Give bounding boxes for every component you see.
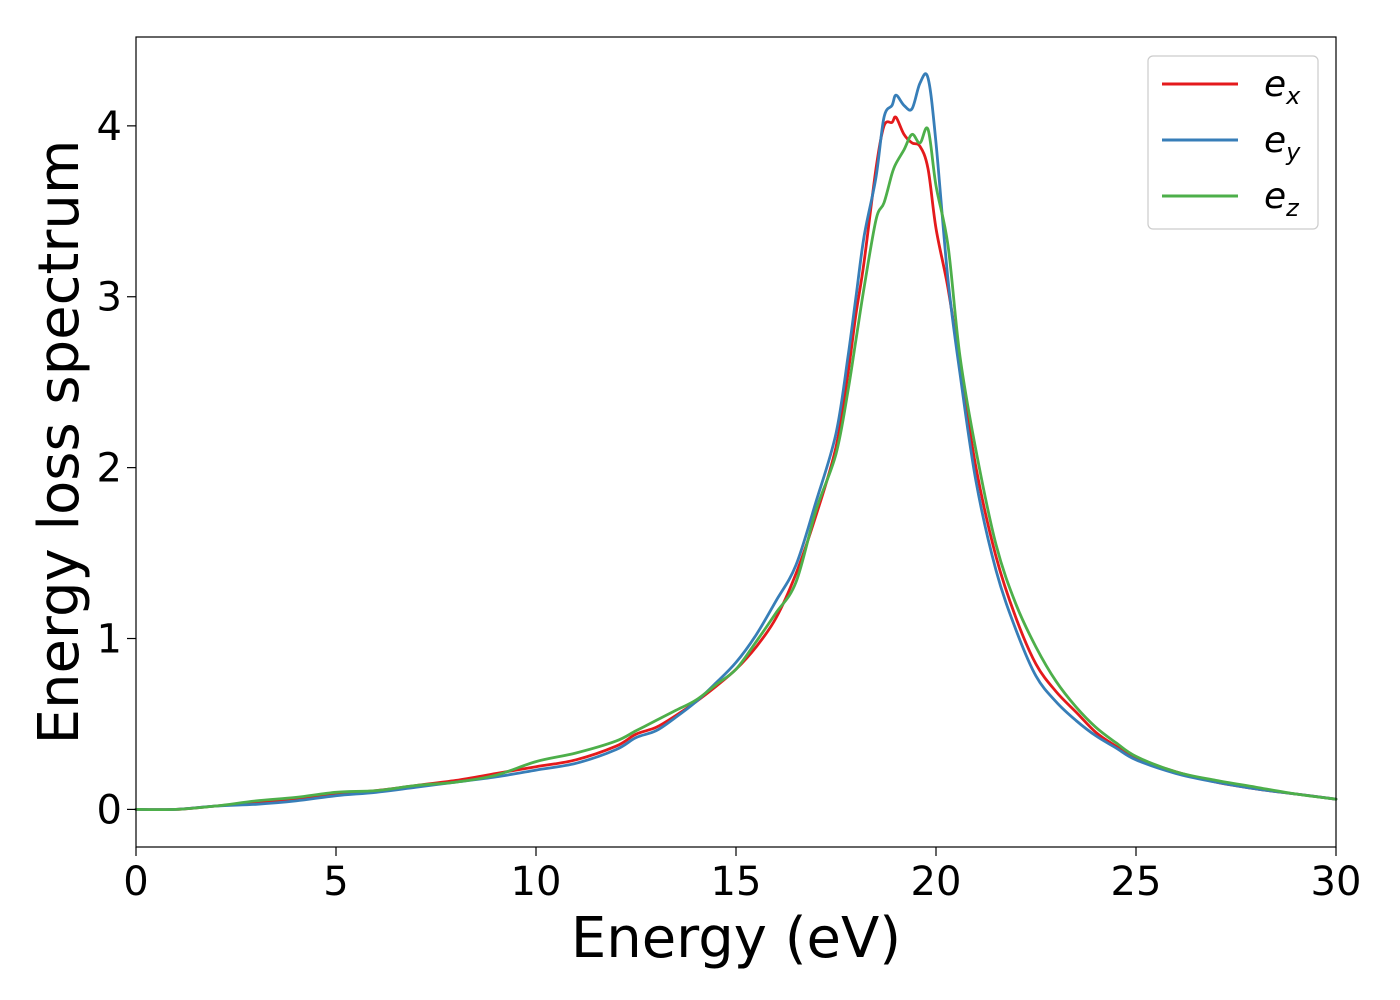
y-axis-label: Energy loss spectrum	[27, 140, 92, 745]
legend-label-e_z: ez	[1264, 176, 1300, 222]
x-axis: 0 5 10 15 20 25 30	[123, 847, 1361, 905]
x-tick-label: 25	[1111, 859, 1162, 905]
legend-label-e_y: ey	[1264, 120, 1301, 166]
series-line-e_x	[134, 115, 1338, 812]
x-tick-label: 0	[123, 859, 148, 905]
y-axis: 0 1 2 3 4	[97, 104, 136, 833]
legend: ex ey ez	[1147, 55, 1319, 230]
y-tick-label: 4	[97, 104, 122, 150]
series-layer	[134, 72, 1338, 812]
series-line-e_z	[134, 126, 1338, 812]
y-tick-label: 1	[97, 617, 122, 663]
legend-label-e_x: ex	[1264, 64, 1301, 110]
x-tick-label: 20	[911, 859, 962, 905]
x-tick-label: 5	[323, 859, 348, 905]
x-tick-label: 30	[1311, 859, 1362, 905]
legend-box	[1147, 55, 1319, 230]
x-tick-label: 10	[511, 859, 562, 905]
y-tick-label: 3	[97, 275, 122, 321]
y-tick-label: 2	[97, 446, 122, 492]
x-axis-label: Energy (eV)	[571, 906, 901, 971]
x-tick-label: 15	[711, 859, 762, 905]
y-tick-label: 0	[97, 787, 122, 833]
